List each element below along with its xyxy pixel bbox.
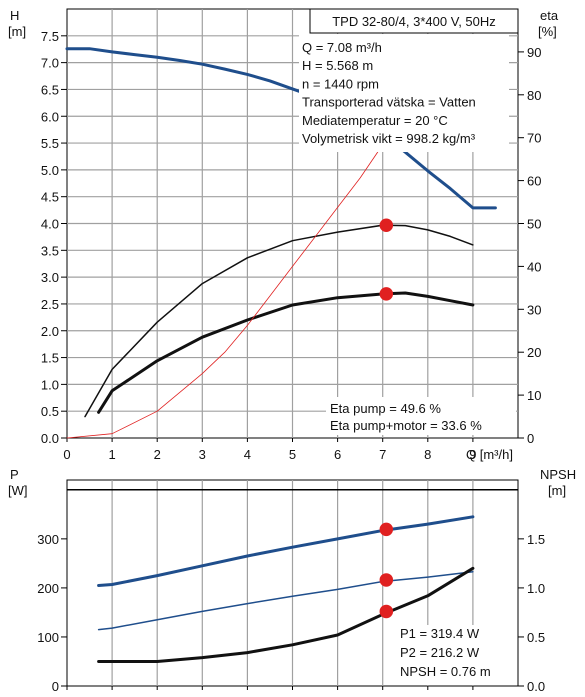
top-y-right-tick-label: 30 <box>527 302 541 317</box>
top-y-right-tick-label: 20 <box>527 345 541 360</box>
power-line: P2 = 216.2 W <box>400 645 480 660</box>
info-line: Volymetrisk vikt = 998.2 kg/m³ <box>302 131 476 146</box>
x-tick-label: 6 <box>334 447 341 462</box>
info-box-bg <box>299 34 509 152</box>
x-tick-label: 0 <box>63 447 70 462</box>
x-tick-label: 1 <box>108 447 115 462</box>
top-y-right-tick-label: 10 <box>527 388 541 403</box>
bottom-series-p2 <box>97 570 474 631</box>
top-y-tick-label: 2.0 <box>41 324 59 339</box>
chart-title: TPD 32-80/4, 3*400 V, 50Hz <box>332 14 496 29</box>
top-y-tick-label: 1.5 <box>41 351 59 366</box>
top-series-head <box>65 47 497 210</box>
x-tick-label: 3 <box>199 447 206 462</box>
bottom-y-tick-label: 200 <box>37 581 59 596</box>
power-box-bg <box>395 625 517 685</box>
top-y-tick-label: 6.0 <box>41 109 59 124</box>
top-y-tick-label: 2.5 <box>41 297 59 312</box>
top-y-tick-label: 5.5 <box>41 136 59 151</box>
top-y-right-tick-label: 0 <box>527 431 534 446</box>
bottom-y-right-tick-label: 1.5 <box>527 532 545 547</box>
top-operating-point-2 <box>379 287 394 301</box>
info-line: H = 5.568 m <box>302 58 373 73</box>
top-ylabel-right: eta <box>540 8 559 23</box>
bottom-operating-point-2 <box>379 604 394 619</box>
bottom-ylabel-right: NPSH <box>540 467 576 482</box>
bottom-y-tick-label: 300 <box>37 532 59 547</box>
top-y-tick-label: 4.5 <box>41 190 59 205</box>
top-series-eta_total <box>97 291 475 414</box>
bottom-operating-point-1 <box>379 573 394 587</box>
top-y-tick-label: 0.5 <box>41 404 59 419</box>
power-line: P1 = 319.4 W <box>400 626 480 641</box>
bottom-y-right-tick-label: 1.0 <box>527 581 545 596</box>
bottom-operating-point-0 <box>379 522 394 537</box>
top-y-tick-label: 3.0 <box>41 270 59 285</box>
info-line: Transporterad vätska = Vatten <box>302 95 476 110</box>
bottom-y-right-tick-label: 0.0 <box>527 679 545 694</box>
top-ylabel-right-unit: [%] <box>538 24 557 39</box>
efficiency-line: Eta pump+motor = 33.6 % <box>330 418 482 433</box>
top-y-right-tick-label: 60 <box>527 174 541 189</box>
top-y-tick-label: 7.5 <box>41 29 59 44</box>
x-tick-label: 7 <box>379 447 386 462</box>
top-ylabel-unit: [m] <box>8 24 26 39</box>
top-y-right-tick-label: 70 <box>527 131 541 146</box>
top-y-tick-label: 7.0 <box>41 56 59 71</box>
x-axis-label: Q [m³/h] <box>466 447 513 462</box>
top-y-tick-label: 4.0 <box>41 217 59 232</box>
top-series-system <box>66 138 387 439</box>
top-y-right-tick-label: 50 <box>527 217 541 232</box>
info-line: Q = 7.08 m³/h <box>302 40 382 55</box>
top-y-right-tick-label: 90 <box>527 45 541 60</box>
info-line: Mediatemperatur = 20 °C <box>302 113 448 128</box>
info-line: n = 1440 rpm <box>302 76 379 91</box>
x-tick-label: 2 <box>154 447 161 462</box>
top-y-tick-label: 5.0 <box>41 163 59 178</box>
efficiency-line: Eta pump = 49.6 % <box>330 401 441 416</box>
top-y-right-tick-label: 80 <box>527 88 541 103</box>
power-line: NPSH = 0.76 m <box>400 664 491 679</box>
top-y-tick-label: 1.0 <box>41 377 59 392</box>
x-tick-label: 5 <box>289 447 296 462</box>
top-operating-point-1 <box>379 218 394 232</box>
bottom-ylabel: P <box>10 467 19 482</box>
top-y-tick-label: 6.5 <box>41 82 59 97</box>
top-y-right-tick-label: 40 <box>527 259 541 274</box>
bottom-ylabel-unit: [W] <box>8 483 28 498</box>
x-tick-label: 4 <box>244 447 251 462</box>
bottom-series-npsh <box>97 566 475 663</box>
top-y-tick-label: 3.5 <box>41 243 59 258</box>
chart-layer: 0 1 2 3 4 5 6 7 8 9 0.0 0.5 1.0 1.5 2.0 2.5 3.0 3.5 4.0 4.5… <box>37 8 545 694</box>
top-ylabel: H <box>10 8 19 23</box>
bottom-y-right-tick-label: 0.5 <box>527 630 545 645</box>
x-tick-label: 9 <box>469 447 476 462</box>
bottom-y-tick-label: 100 <box>37 630 59 645</box>
bottom-series-p1 <box>97 515 475 587</box>
bottom-ylabel-right-unit: [m] <box>548 483 566 498</box>
bottom-y-tick-label: 0 <box>52 679 59 694</box>
title-box <box>309 8 519 34</box>
top-y-tick-label: 0.0 <box>41 431 59 446</box>
eff-box-bg <box>326 397 516 435</box>
x-tick-label: 8 <box>424 447 431 462</box>
